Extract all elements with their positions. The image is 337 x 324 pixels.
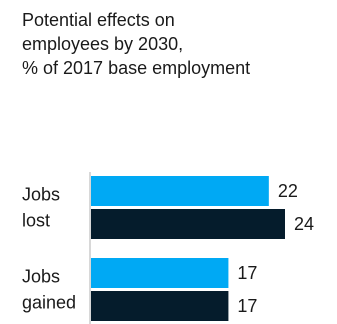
value-label-jobs-lost-series-2: 24 (294, 214, 314, 234)
chart-title-line-3: % of 2017 base employment (22, 58, 251, 78)
chart-title: Potential effects on employees by 2030, … (22, 8, 322, 80)
category-label-jobs-lost-line-1: Jobs (22, 185, 60, 205)
value-label-jobs-gained-series-2: 17 (237, 296, 257, 316)
value-label-jobs-gained-series-1: 17 (237, 263, 257, 283)
category-label-jobs-gained-line-1: Jobs (22, 267, 60, 287)
category-label-jobs-gained-line-2: gained (22, 293, 76, 313)
category-label-jobs-lost-line-2: lost (22, 211, 50, 231)
bar-jobs-gained-series-2 (91, 291, 229, 321)
chart-title-line-1: Potential effects on (22, 10, 175, 30)
bar-jobs-lost-series-1 (91, 176, 269, 206)
bar-jobs-lost-series-2 (91, 209, 285, 239)
chart-title-line-2: employees by 2030, (22, 34, 184, 54)
bar-jobs-gained-series-1 (91, 258, 229, 288)
value-label-jobs-lost-series-1: 22 (278, 181, 298, 201)
